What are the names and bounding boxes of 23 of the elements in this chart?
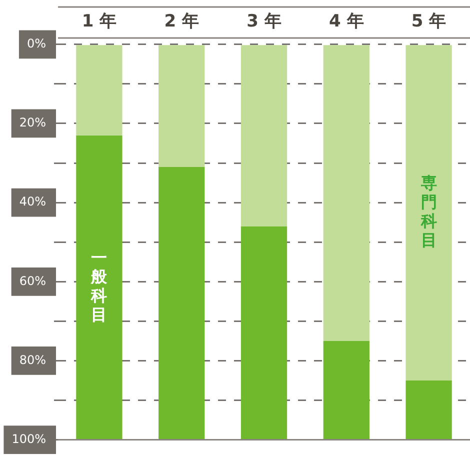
y-tick-label: 60% [19,274,46,288]
series-label: 一般科目 [90,248,108,324]
bar [323,45,370,341]
bar [406,380,452,440]
y-tick-label: 100% [12,432,46,446]
bar [406,45,452,380]
x-tick-label: 2 年 [164,12,199,32]
bar [323,340,370,440]
bar [158,45,205,167]
bar [76,135,122,440]
y-tick-label: 0% [26,36,46,51]
y-tick-label: 80% [19,352,46,367]
y-tick-label: 20% [19,116,46,130]
x-tick-label: 1 年 [82,12,117,32]
bar [240,45,288,226]
x-tick-label: 4 年 [329,12,364,32]
bar [240,226,288,440]
series-label: 専門科目 [420,173,437,250]
x-tick-label: 3 年 [246,12,282,32]
y-tick-label: 40% [19,194,46,209]
bar [76,45,122,136]
x-tick-label: 5 年 [411,12,446,32]
bar [158,166,205,440]
